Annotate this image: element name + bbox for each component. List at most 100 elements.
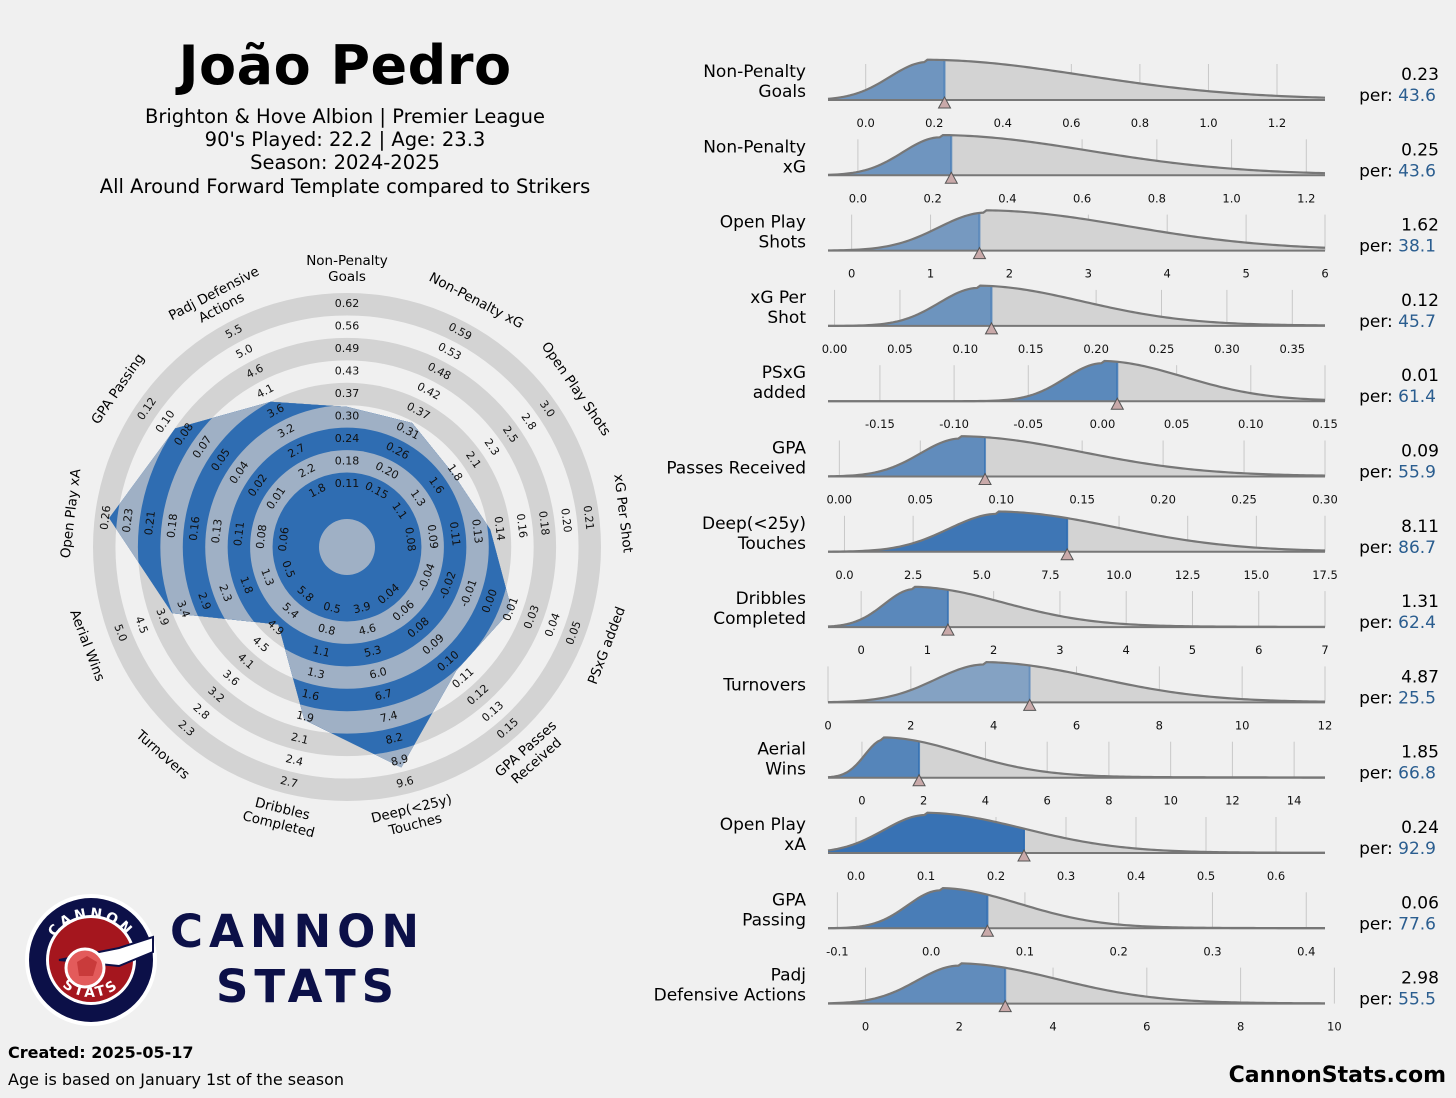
dist-curve xyxy=(827,435,1326,478)
dist-value-marker xyxy=(1110,397,1125,410)
dist-player-value: 0.25 xyxy=(1401,140,1439,160)
dist-highlight xyxy=(828,586,948,628)
radar-tick-label: 3.9 xyxy=(153,607,171,628)
dist-tick-label: 0.3 xyxy=(1057,869,1075,883)
dist-percentile-value: 61.4 xyxy=(1398,387,1436,407)
dist-percentile-prefix: per: xyxy=(1359,161,1398,181)
dist-tick-label: 0.1 xyxy=(1016,944,1034,958)
dist-tick-label: 2 xyxy=(1006,267,1013,281)
brand-name-line1: CANNON xyxy=(170,905,426,958)
dist-row-3: 0.00 0.05 0.10 0.15 0.20 0.25 0.30 0.35 xG PerSh… xyxy=(750,284,1439,356)
dist-percentile-prefix: per: xyxy=(1359,688,1398,708)
dist-tick-label: 2 xyxy=(990,643,997,657)
dist-player-value: 8.11 xyxy=(1401,517,1439,537)
dist-curve xyxy=(827,661,1326,704)
player-name: João Pedro xyxy=(178,34,512,97)
dist-percentile: per: 86.7 xyxy=(1359,538,1436,558)
radar-tick-label: 0.13 xyxy=(469,518,485,544)
radar-tick-label: 0.16 xyxy=(187,516,203,542)
dist-metric-label: Completed xyxy=(713,609,806,629)
dist-tick-label: 5.0 xyxy=(973,568,991,582)
dist-tick-label: 8 xyxy=(1237,1020,1244,1034)
radar-tick-label: 5.3 xyxy=(363,643,383,660)
radar-chart: 0.11 0.18 0.24 0.30 0.37 0.43 0.49 0.56 0.62 Non-… xyxy=(58,253,636,841)
site-link[interactable]: CannonStats.com xyxy=(1228,1063,1446,1088)
radar-tick-label: 0.62 xyxy=(335,297,360,310)
dist-highlight xyxy=(828,888,988,929)
dist-tick-label: 4 xyxy=(982,794,989,808)
dist-metric-label: Turnovers xyxy=(722,675,806,695)
dist-tick-label: 0.0 xyxy=(835,568,853,582)
radar-tick-label: 3.4 xyxy=(174,599,192,620)
dist-percentile-value: 86.7 xyxy=(1398,538,1436,558)
team-league: Brighton & Hove Albion | Premier League xyxy=(144,105,546,128)
dist-percentile: per: 55.9 xyxy=(1359,463,1436,483)
dist-tick-label: 1.0 xyxy=(1199,116,1217,130)
dist-player-value: 0.12 xyxy=(1401,291,1439,311)
logo-emblem xyxy=(77,956,97,976)
radar-tick-label: 7.4 xyxy=(379,708,399,725)
dist-tick-label: 0.15 xyxy=(1312,417,1338,431)
radar-tick-label: 2.4 xyxy=(284,752,304,769)
dist-tick-label: -0.05 xyxy=(1013,417,1043,431)
dist-metric-label: Wins xyxy=(765,760,806,780)
dist-percentile-prefix: per: xyxy=(1359,990,1398,1010)
dist-tick-label: 0.2 xyxy=(1110,944,1128,958)
created-date: Created: 2025-05-17 xyxy=(8,1043,194,1062)
dist-percentile-value: 62.4 xyxy=(1398,613,1436,633)
dist-player-value: 0.09 xyxy=(1401,442,1439,462)
radar-tick-label: 0.21 xyxy=(142,510,158,536)
dist-value-marker xyxy=(912,773,926,787)
dist-tick-label: 0.10 xyxy=(988,493,1014,507)
dist-percentile-prefix: per: xyxy=(1359,463,1398,483)
dist-tick-label: 3 xyxy=(1056,643,1063,657)
dist-tick-label: -0.10 xyxy=(939,417,969,431)
radar-tick-label: 0.24 xyxy=(335,432,360,445)
dist-area xyxy=(828,59,1325,100)
radar-tick-label: 6.0 xyxy=(368,665,388,682)
dist-tick-label: 0.0 xyxy=(847,869,865,883)
dist-metric-label: added xyxy=(753,383,806,403)
dist-tick-label: 0.2 xyxy=(923,191,941,205)
radar-tick-label: 0.18 xyxy=(335,454,360,467)
radar-tick-label: 2.1 xyxy=(290,730,310,747)
dist-curve xyxy=(827,133,1326,176)
dist-tick-label: 0.05 xyxy=(907,493,933,507)
dist-row-6: 0.0 2.5 5.0 7.5 10.0 12.5 15.0 17.5 Deep(<25y)To… xyxy=(702,510,1439,582)
radar-tick-label: 9.6 xyxy=(395,774,415,791)
radar-tick-label: 4.5 xyxy=(132,614,150,635)
dist-curve xyxy=(827,58,1326,100)
dist-tick-label: 0.25 xyxy=(1149,342,1175,356)
dist-tick-label: 1.2 xyxy=(1297,191,1315,205)
dist-tick-label: 0.2 xyxy=(987,869,1005,883)
dist-percentile: per: 38.1 xyxy=(1359,237,1436,257)
radar-tick-label: 8.9 xyxy=(390,752,410,769)
radar-axis-label-line: Non-Penalty xyxy=(306,253,388,269)
dist-tick-label: 6 xyxy=(1321,267,1328,281)
dist-tick-label: 10 xyxy=(1163,794,1178,808)
dist-percentile-value: 55.9 xyxy=(1398,463,1436,483)
dist-percentile-prefix: per: xyxy=(1359,839,1398,859)
dist-tick-label: 12 xyxy=(1225,794,1240,808)
dist-percentile-prefix: per: xyxy=(1359,387,1398,407)
radar-tick-label: 1.1 xyxy=(311,643,331,660)
radar-tick-label: 0.16 xyxy=(514,513,530,539)
dist-player-value: 0.01 xyxy=(1401,366,1439,386)
dist-tick-label: 5 xyxy=(1189,643,1196,657)
dist-tick-label: 6 xyxy=(1255,643,1262,657)
age-note: Age is based on January 1st of the seaso… xyxy=(8,1070,345,1089)
dist-metric-label: Defensive Actions xyxy=(654,986,807,1006)
dist-percentile-value: 55.5 xyxy=(1398,990,1436,1010)
dist-tick-label: 6 xyxy=(1143,1020,1150,1034)
dist-percentile: per: 62.4 xyxy=(1359,613,1436,633)
dist-tick-label: 0.05 xyxy=(1164,417,1190,431)
dist-metric-label: xG xyxy=(783,157,806,177)
radar-tick-label: 2.3 xyxy=(216,583,234,604)
dist-percentile-value: 43.6 xyxy=(1398,86,1436,106)
dist-tick-label: 0.4 xyxy=(994,116,1012,130)
dist-percentile-value: 25.5 xyxy=(1398,688,1436,708)
dist-tick-label: 10 xyxy=(1235,718,1250,732)
